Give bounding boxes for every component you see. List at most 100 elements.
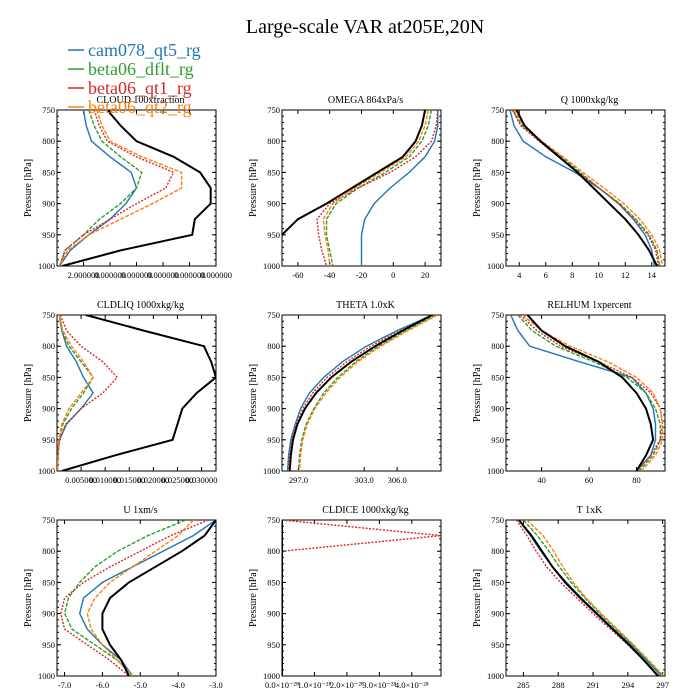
series-line-cam078_qt5_rg: [286, 315, 433, 471]
x-tick-label: 80: [632, 475, 641, 485]
legend-item: beta06_dflt_rg: [68, 59, 194, 79]
y-tick-label: 950: [491, 640, 504, 650]
series-line-beta06_qt1_rg: [519, 315, 664, 471]
x-tick-label: 0.0×10⁻²⁸: [265, 680, 299, 690]
x-tick-label: 60: [585, 475, 594, 485]
y-tick-label: 750: [42, 105, 55, 115]
series-line-black: [515, 110, 658, 266]
series-line-black: [282, 110, 427, 240]
y-tick-label: 800: [267, 341, 280, 351]
legend-label: beta06_qt1_rg: [88, 78, 192, 98]
series-line-beta06_qt2_rg: [58, 110, 183, 266]
x-tick-label: -4.0: [171, 680, 184, 690]
panel-title: Q 1000xkg/kg: [561, 95, 619, 106]
y-tick-label: 750: [267, 515, 280, 525]
y-tick-label: 800: [267, 136, 280, 146]
panel-title: T 1xK: [577, 505, 603, 516]
y-tick-label: 900: [491, 404, 504, 414]
series-group: [57, 315, 216, 471]
x-tick-label: 6: [544, 270, 548, 280]
series-line-beta06_dflt_rg: [325, 110, 433, 266]
y-tick-label: 900: [42, 404, 55, 414]
x-tick-label: 288: [552, 680, 565, 690]
panel-1: OMEGA 864xPa/s 750 800 850 900 950 1000 Pressur…: [248, 95, 442, 280]
x-tick-label: 2.000000: [68, 270, 100, 280]
y-tick-label: 950: [267, 435, 280, 445]
x-tick-label: -5.0: [134, 680, 147, 690]
y-tick-label: 850: [267, 167, 280, 177]
y-axis-label: Pressure [hPa]: [472, 364, 483, 422]
series-line-black: [61, 315, 216, 471]
x-tick-label: 14: [648, 270, 657, 280]
y-tick-label: 850: [491, 577, 504, 587]
series-line-beta06_dflt_rg: [522, 520, 664, 676]
y-tick-label: 800: [267, 546, 280, 556]
x-tick-label: 297.0: [289, 475, 308, 485]
panel-frame: [56, 519, 217, 677]
x-tick-label: 0.020000: [137, 475, 169, 485]
y-tick-label: 850: [491, 372, 504, 382]
legend-label: beta06_qt2_rg: [88, 97, 192, 117]
series-line-beta06_dflt_rg: [57, 315, 94, 471]
x-tick-label: 0.015000: [113, 475, 145, 485]
series-group: [515, 520, 665, 676]
x-tick-label: -20: [356, 270, 367, 280]
y-tick-label: 1000: [263, 261, 280, 271]
legend-label: beta06_dflt_rg: [88, 59, 194, 79]
series-line-cam078_qt5_rg: [57, 315, 94, 471]
x-tick-label: 2.0×10⁻²⁸: [330, 680, 364, 690]
x-tick-label: 0.000000: [174, 270, 206, 280]
y-axis-label: Pressure [hPa]: [23, 569, 34, 627]
y-tick-label: 950: [42, 640, 55, 650]
panel-5: RELHUM 1xpercent 750 800 850 900 950 1000 Press…: [472, 300, 666, 485]
y-tick-label: 900: [267, 609, 280, 619]
y-tick-label: 1000: [38, 671, 55, 681]
panels: CLOUD 100xfraction7508008509009501000Pre…: [23, 95, 669, 690]
panel-7: CLDICE 1000xkg/kg 750 800 850 900 950 1000 Pres…: [248, 505, 442, 690]
panel-title: CLOUD 100xfraction: [96, 95, 184, 106]
y-tick-label: 750: [42, 515, 55, 525]
series-line-black: [288, 315, 433, 471]
series-line-beta06_dflt_rg: [63, 520, 186, 676]
y-axis-label: Pressure [hPa]: [23, 364, 34, 422]
series-line-beta06_qt1_rg: [511, 110, 660, 266]
series-group: [282, 110, 439, 266]
y-tick-label: 1000: [263, 466, 280, 476]
x-tick-label: 291: [587, 680, 600, 690]
y-tick-label: 850: [267, 372, 280, 382]
series-line-beta06_qt2_rg: [322, 110, 429, 266]
x-tick-label: 285: [517, 680, 530, 690]
panel-title: U 1xm/s: [123, 505, 157, 516]
y-tick-label: 950: [491, 435, 504, 445]
series-line-beta06_qt1_rg: [58, 110, 175, 266]
x-tick-label: 0.005000: [65, 475, 97, 485]
panel-frame: [505, 314, 666, 472]
x-tick-label: -60: [292, 270, 303, 280]
panel-title: OMEGA 864xPa/s: [328, 95, 403, 106]
x-tick-label: 0: [391, 270, 395, 280]
panel-title: RELHUM 1xpercent: [547, 300, 631, 311]
series-line-cam078_qt5_rg: [360, 110, 439, 266]
y-axis-label: Pressure [hPa]: [248, 569, 259, 627]
legend-item: beta06_qt1_rg: [68, 78, 192, 98]
x-tick-label: 1.0×10⁻²⁸: [297, 680, 331, 690]
x-tick-label: 20: [421, 270, 430, 280]
series-line-beta06_qt2_rg: [57, 315, 94, 471]
panel-0: CLOUD 100xfraction 750 800 850 900 950 1000 Pre…: [23, 95, 232, 280]
x-tick-label: 0.000000: [121, 270, 153, 280]
panel-8: T 1xK 750 800 850 900 950 1000 Pressure [hPa] 28…: [472, 505, 669, 690]
series-group: [282, 520, 441, 676]
series-line-cam078_qt5_rg: [78, 520, 216, 676]
series-line-beta06_qt1_rg: [287, 315, 434, 471]
y-tick-label: 800: [491, 341, 504, 351]
y-axis-label: Pressure [hPa]: [248, 364, 259, 422]
series-line-beta06_qt2_rg: [522, 315, 664, 471]
series-line-black: [62, 110, 212, 266]
series-line-black: [526, 315, 655, 471]
series-line-beta06_dflt_rg: [517, 315, 661, 471]
series-line-beta06_qt2_rg: [513, 110, 664, 266]
y-axis-label: Pressure [hPa]: [472, 569, 483, 627]
y-axis-label: Pressure [hPa]: [472, 159, 483, 217]
y-tick-label: 900: [42, 609, 55, 619]
